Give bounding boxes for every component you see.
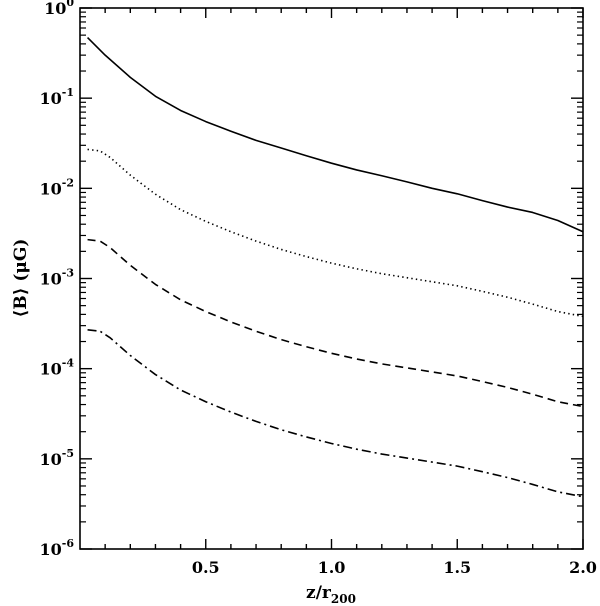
x-axis-label: z/r200	[306, 583, 356, 606]
y-tick-label: 100	[44, 0, 74, 18]
series-line-dotted	[87, 148, 584, 318]
x-tick-label: 0.5	[192, 558, 220, 577]
axis-ticks	[80, 7, 584, 550]
x-tick-label: 2.0	[569, 558, 597, 577]
x-axis-label-subscript: 200	[331, 592, 356, 606]
series-group	[86, 37, 584, 498]
y-tick-label: 10-3	[40, 267, 75, 289]
y-axis-label: ⟨B⟩ (μG)	[11, 239, 31, 318]
y-tick-label: 10-2	[40, 176, 75, 198]
series-line-dashed	[87, 238, 584, 408]
series-line-dashdot	[87, 328, 584, 498]
x-axis-label-main: z/r	[306, 583, 332, 603]
plot-frame	[79, 7, 584, 550]
y-tick-label: 10-6	[40, 537, 75, 559]
y-tick-label: 10-5	[40, 447, 75, 469]
x-tick-label: 1.5	[443, 558, 471, 577]
y-tick-label: 10-1	[40, 86, 75, 108]
x-tick-label: 1.0	[318, 558, 346, 577]
series-line-solid	[86, 37, 584, 233]
y-tick-label: 10-4	[40, 357, 75, 379]
tick-labels: 0.5 1.0 1.5 2.0 10-6 10-5 10-4 10-3 10-2 10-1 100	[40, 0, 597, 577]
